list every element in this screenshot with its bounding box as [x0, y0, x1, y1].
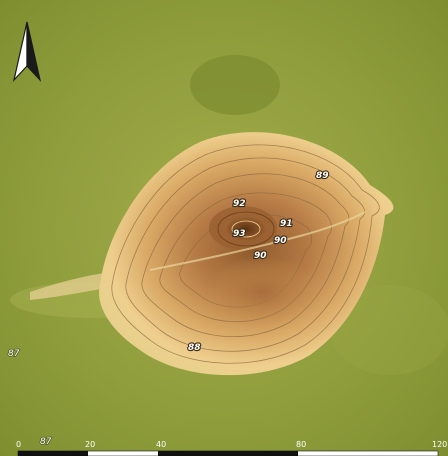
saddle-line	[149, 211, 366, 271]
contour-label: 92	[233, 199, 246, 209]
scale-tick-label: 80	[296, 440, 306, 449]
scale-segment	[298, 451, 438, 456]
terrain-patch	[330, 285, 448, 375]
contour-label: 93	[233, 229, 246, 239]
contour-label: 90	[274, 236, 287, 246]
summit-contour	[217, 211, 275, 247]
scale-segment	[88, 451, 158, 456]
contour-label-group: 92 91 90 90 89 88 93 87	[7, 170, 329, 360]
north-arrow-icon	[12, 21, 42, 83]
scale-segment	[158, 451, 298, 456]
scale-bar: 0 87 20 40 80 120	[16, 436, 447, 456]
southern-basin	[204, 256, 320, 328]
scale-extra-label: 87	[40, 437, 52, 447]
scale-tick-label: 20	[85, 440, 95, 449]
scale-outline	[17, 450, 439, 456]
contour-label: 89	[316, 171, 329, 181]
contour-label: 91	[280, 219, 293, 229]
contour-label-edge: 87	[8, 349, 20, 359]
contour-label: 88	[188, 343, 201, 353]
scale-tick-label: 120	[432, 440, 447, 449]
contour-label: 90	[254, 251, 267, 261]
scale-tick-label: 0	[16, 440, 21, 449]
scale-segment	[18, 451, 88, 456]
scale-tick-label: 40	[156, 440, 166, 449]
terrain-depression	[190, 55, 280, 115]
summit-inner-contour	[231, 220, 261, 238]
